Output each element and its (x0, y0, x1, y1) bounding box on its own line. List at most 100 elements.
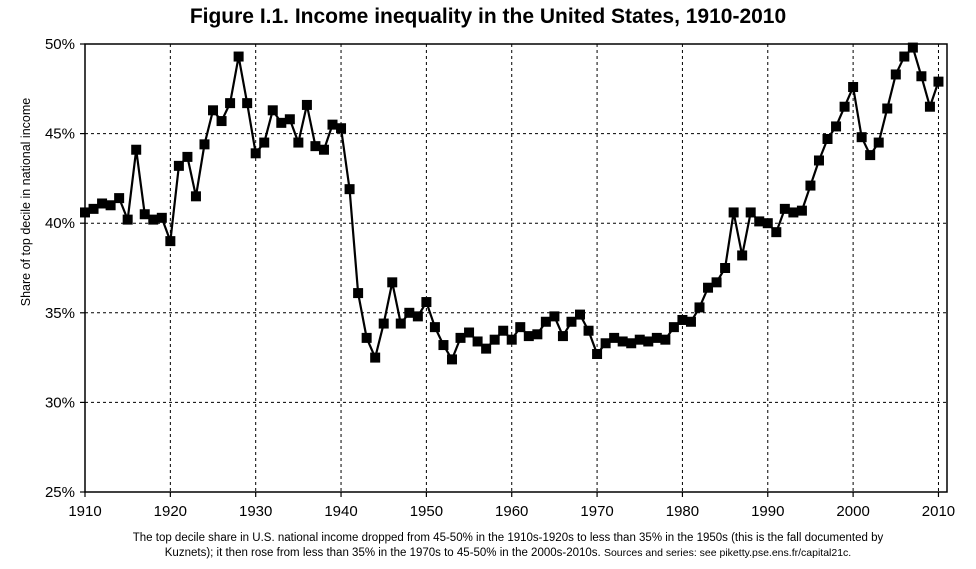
data-point (233, 51, 244, 62)
data-point (208, 105, 219, 116)
y-tick-label: 45% (45, 126, 75, 143)
data-point (506, 334, 517, 345)
data-point (549, 311, 560, 322)
y-tick-label: 30% (45, 394, 75, 411)
data-point (677, 314, 688, 325)
data-point (899, 51, 910, 62)
data-point (831, 121, 842, 132)
grid-lines (85, 44, 947, 492)
data-point (370, 352, 381, 363)
x-tick-label: 1990 (751, 503, 784, 520)
data-point (114, 193, 125, 204)
data-point (575, 309, 586, 320)
data-point (907, 42, 918, 53)
data-point (216, 116, 227, 127)
data-point (318, 144, 329, 155)
data-point (276, 117, 287, 128)
caption-sources: Sources and series: see piketty.pse.ens.… (603, 547, 852, 559)
data-point (924, 101, 935, 112)
data-point (242, 98, 253, 109)
data-point (592, 349, 603, 360)
data-point (472, 336, 483, 347)
data-point (156, 212, 167, 223)
data-point (566, 316, 577, 327)
data-point (190, 191, 201, 202)
data-point (173, 160, 184, 171)
data-point (259, 137, 270, 148)
data-point (626, 338, 637, 349)
data-point (720, 263, 731, 273)
data-point (139, 209, 150, 220)
data-point (865, 150, 876, 161)
data-point (429, 322, 440, 333)
data-point (446, 354, 457, 365)
data-point (694, 302, 705, 313)
data-point (848, 82, 859, 93)
data-point (498, 325, 509, 336)
data-point (685, 316, 696, 327)
y-axis-label: Share of top decile in national income (19, 98, 33, 307)
data-point (489, 334, 500, 345)
data-point (839, 101, 850, 112)
x-tick-label: 2000 (836, 503, 869, 520)
data-point (660, 334, 671, 345)
data-point (336, 123, 347, 134)
x-tick-label: 1940 (324, 503, 357, 520)
data-point (481, 343, 492, 354)
data-point (387, 277, 398, 288)
data-point (455, 332, 466, 343)
data-point (643, 336, 654, 347)
x-tick-label: 1970 (580, 503, 613, 520)
data-point (412, 311, 423, 322)
data-point (122, 214, 133, 225)
y-tick-label: 50% (45, 36, 75, 53)
data-point (745, 207, 756, 218)
x-tick-label: 1950 (410, 503, 443, 520)
x-tick-label: 1930 (239, 503, 272, 520)
data-point (225, 98, 236, 109)
data-point (88, 203, 99, 214)
data-point (327, 119, 338, 130)
data-point (421, 297, 432, 308)
data-point (856, 132, 867, 143)
data-point (882, 103, 893, 114)
data-point (378, 318, 389, 329)
data-point (813, 155, 824, 166)
data-point (788, 207, 799, 218)
x-tick-label: 1920 (154, 503, 187, 520)
chart-title: Figure I.1. Income inequality in the Uni… (189, 5, 787, 28)
data-point (890, 69, 901, 80)
data-point (80, 207, 90, 218)
data-point (250, 148, 261, 159)
data-point (105, 200, 116, 211)
caption-line-1: The top decile share in U.S. national in… (132, 532, 884, 544)
data-point (771, 227, 782, 238)
data-point (131, 144, 142, 155)
data-point (540, 316, 551, 327)
y-tick-label: 40% (45, 215, 75, 232)
data-point (754, 216, 765, 227)
data-point (609, 332, 620, 343)
caption-line-2-main: Kuznets); it then rose from less than 35… (164, 547, 601, 559)
figure-caption: The top decile share in U.S. national in… (40, 531, 976, 561)
data-point (600, 338, 611, 349)
data-point (148, 214, 159, 225)
x-tick-label: 1960 (495, 503, 528, 520)
data-point (822, 133, 833, 144)
data-point (310, 141, 321, 152)
data-point (557, 331, 568, 342)
data-point (796, 205, 807, 216)
x-tick-label: 2010 (922, 503, 955, 520)
data-point (361, 332, 372, 343)
data-point (267, 105, 278, 116)
data-point (916, 71, 927, 82)
data-point (634, 334, 645, 345)
data-point (873, 137, 884, 148)
data-point (182, 151, 193, 162)
plot-area-frame (84, 43, 948, 493)
data-point (344, 184, 355, 195)
data-point (395, 318, 406, 329)
data-point (532, 329, 543, 340)
data-point (199, 139, 210, 150)
